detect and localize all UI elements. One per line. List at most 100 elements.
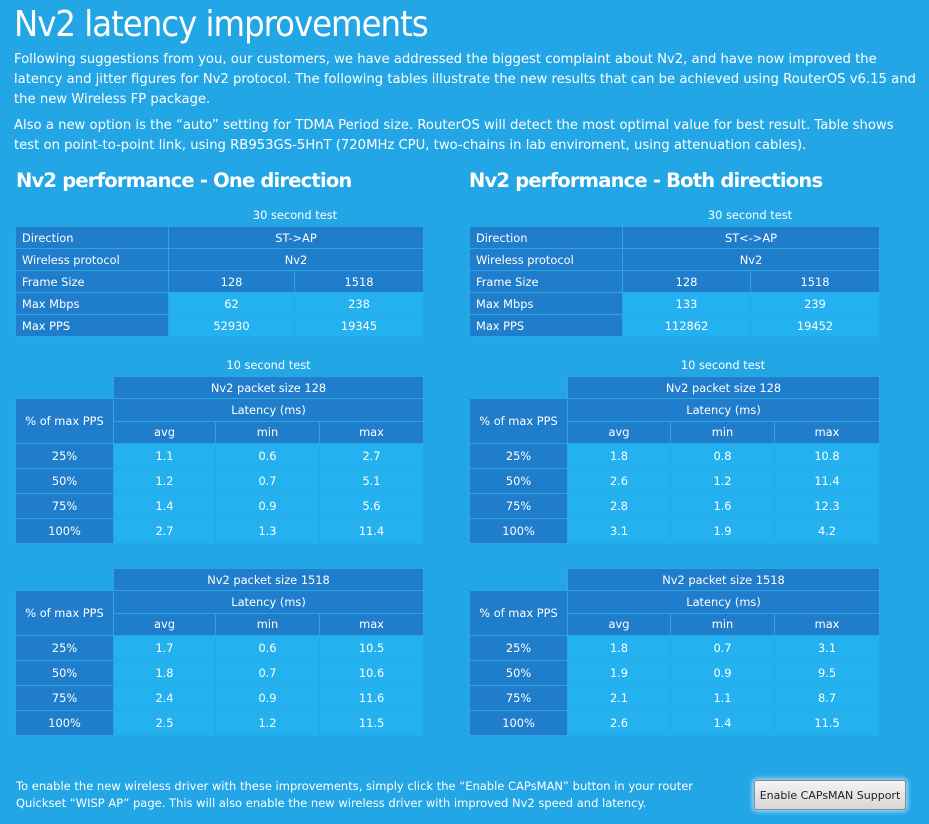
min-cell: 1.1 xyxy=(670,685,775,711)
min-cell: 0.8 xyxy=(670,443,775,469)
pct-cell: 75% xyxy=(15,493,114,519)
table-row: Max PPS 112862 19452 xyxy=(469,314,880,337)
table-row: Frame Size 128 1518 xyxy=(15,270,424,293)
direction-value: ST<->AP xyxy=(622,226,880,249)
avg-cell: 1.1 xyxy=(113,443,216,469)
max-cell: 11.6 xyxy=(318,685,425,711)
min-cell: 0.9 xyxy=(215,685,320,711)
max-mbps-128: 133 xyxy=(622,292,751,315)
both-10s-caption: 10 second test xyxy=(680,358,766,372)
max-header: max xyxy=(774,420,880,444)
footer-note: To enable the new wireless driver with t… xyxy=(16,779,694,810)
avg-cell: 1.7 xyxy=(113,635,216,661)
pct-cell: 100% xyxy=(469,710,568,736)
packet-size-title: Nv2 packet size 128 xyxy=(113,376,424,399)
one-direction-heading: Nv2 performance - One direction xyxy=(16,169,352,192)
max-cell: 10.8 xyxy=(774,443,880,469)
max-header: max xyxy=(318,612,425,636)
table-row: avg min max xyxy=(16,420,424,444)
latency-label: Latency (ms) xyxy=(566,590,881,614)
max-cell: 11.5 xyxy=(318,710,425,736)
table-row: 75% 2.8 1.6 12.3 xyxy=(469,493,880,519)
pct-cell: 50% xyxy=(469,468,568,494)
max-pps-128: 52930 xyxy=(168,314,295,337)
frame-size-1518: 1518 xyxy=(294,270,424,293)
table-row: 25% 1.8 0.7 3.1 xyxy=(469,635,881,661)
max-pps-1518: 19452 xyxy=(750,314,880,337)
max-pps-label: Max PPS xyxy=(469,314,623,337)
min-cell: 0.7 xyxy=(670,635,775,661)
both-latency-128-table: Nv2 packet size 128 % of max PPS Latency… xyxy=(469,376,880,544)
min-cell: 0.9 xyxy=(215,493,320,519)
table-row: 75% 1.4 0.9 5.6 xyxy=(15,493,424,519)
pct-cell: 50% xyxy=(15,468,114,494)
max-pps-1518: 19345 xyxy=(294,314,424,337)
max-header: max xyxy=(773,612,881,636)
auto-tdma-paragraph: Also a new option is the “auto” setting … xyxy=(14,118,894,153)
table-row: avg min max xyxy=(470,612,881,636)
table-row: % of max PPS Latency (ms) xyxy=(15,398,424,444)
table-row: 75% 2.4 0.9 11.6 xyxy=(15,685,425,711)
pct-cell: 25% xyxy=(469,635,568,661)
min-header: min xyxy=(215,420,320,444)
avg-header: avg xyxy=(113,612,216,636)
table-row: 100% 2.6 1.4 11.5 xyxy=(469,710,881,736)
max-mbps-1518: 238 xyxy=(294,292,424,315)
table-row: 25% 1.8 0.8 10.8 xyxy=(469,443,880,469)
min-cell: 0.6 xyxy=(215,443,320,469)
pct-cell: 100% xyxy=(15,710,114,736)
frame-size-128: 128 xyxy=(622,270,751,293)
max-mbps-label: Max Mbps xyxy=(469,292,623,315)
pct-cell: 75% xyxy=(469,685,568,711)
max-pps-128: 112862 xyxy=(622,314,751,337)
avg-header: avg xyxy=(113,420,216,444)
avg-cell: 1.8 xyxy=(567,443,671,469)
direction-label: Direction xyxy=(469,226,623,249)
max-mbps-label: Max Mbps xyxy=(15,292,169,315)
pct-cell: 25% xyxy=(469,443,568,469)
both-latency-1518-table: Nv2 packet size 1518 % of max PPS Latenc… xyxy=(469,568,881,736)
blank-corner xyxy=(16,569,114,591)
latency-label: Latency (ms) xyxy=(113,398,424,422)
pct-cell: 25% xyxy=(15,443,114,469)
pct-cell: 75% xyxy=(15,685,114,711)
direction-label: Direction xyxy=(15,226,169,249)
protocol-value: Nv2 xyxy=(622,248,880,271)
max-cell: 12.3 xyxy=(774,493,880,519)
max-cell: 9.5 xyxy=(773,660,881,686)
max-cell: 11.4 xyxy=(319,518,424,544)
table-row: 50% 1.8 0.7 10.6 xyxy=(15,660,425,686)
table-row: 50% 2.6 1.2 11.4 xyxy=(469,468,880,494)
table-row: 100% 3.1 1.9 4.2 xyxy=(469,518,880,544)
avg-cell: 1.2 xyxy=(113,468,216,494)
min-header: min xyxy=(670,420,775,444)
table-row: 75% 2.1 1.1 8.7 xyxy=(469,685,881,711)
min-cell: 0.7 xyxy=(215,660,320,686)
table-row: 25% 1.1 0.6 2.7 xyxy=(15,443,424,469)
max-cell: 4.2 xyxy=(774,518,880,544)
min-cell: 1.4 xyxy=(670,710,775,736)
blank-corner xyxy=(16,377,114,399)
table-row: 50% 1.2 0.7 5.1 xyxy=(15,468,424,494)
pct-cell: 50% xyxy=(15,660,114,686)
table-row: 100% 2.7 1.3 11.4 xyxy=(15,518,424,544)
avg-cell: 1.9 xyxy=(567,660,671,686)
avg-cell: 2.5 xyxy=(113,710,216,736)
max-cell: 5.1 xyxy=(319,468,424,494)
table-row: Nv2 packet size 1518 xyxy=(16,568,425,591)
avg-header: avg xyxy=(567,420,671,444)
max-header: max xyxy=(319,420,424,444)
enable-capsman-button[interactable]: Enable CAPsMAN Support xyxy=(754,780,906,810)
avg-cell: 2.8 xyxy=(567,493,671,519)
min-cell: 0.7 xyxy=(215,468,320,494)
pct-cell: 50% xyxy=(469,660,568,686)
max-cell: 3.1 xyxy=(773,635,881,661)
table-row: Wireless protocol Nv2 xyxy=(15,248,424,271)
packet-size-title: Nv2 packet size 1518 xyxy=(566,568,881,591)
page-title: Nv2 latency improvements xyxy=(14,4,429,45)
max-pps-label: Max PPS xyxy=(15,314,169,337)
table-row: Nv2 packet size 128 xyxy=(16,376,424,399)
latency-label: Latency (ms) xyxy=(567,398,880,422)
table-row: 25% 1.7 0.6 10.5 xyxy=(15,635,425,661)
max-cell: 5.6 xyxy=(319,493,424,519)
